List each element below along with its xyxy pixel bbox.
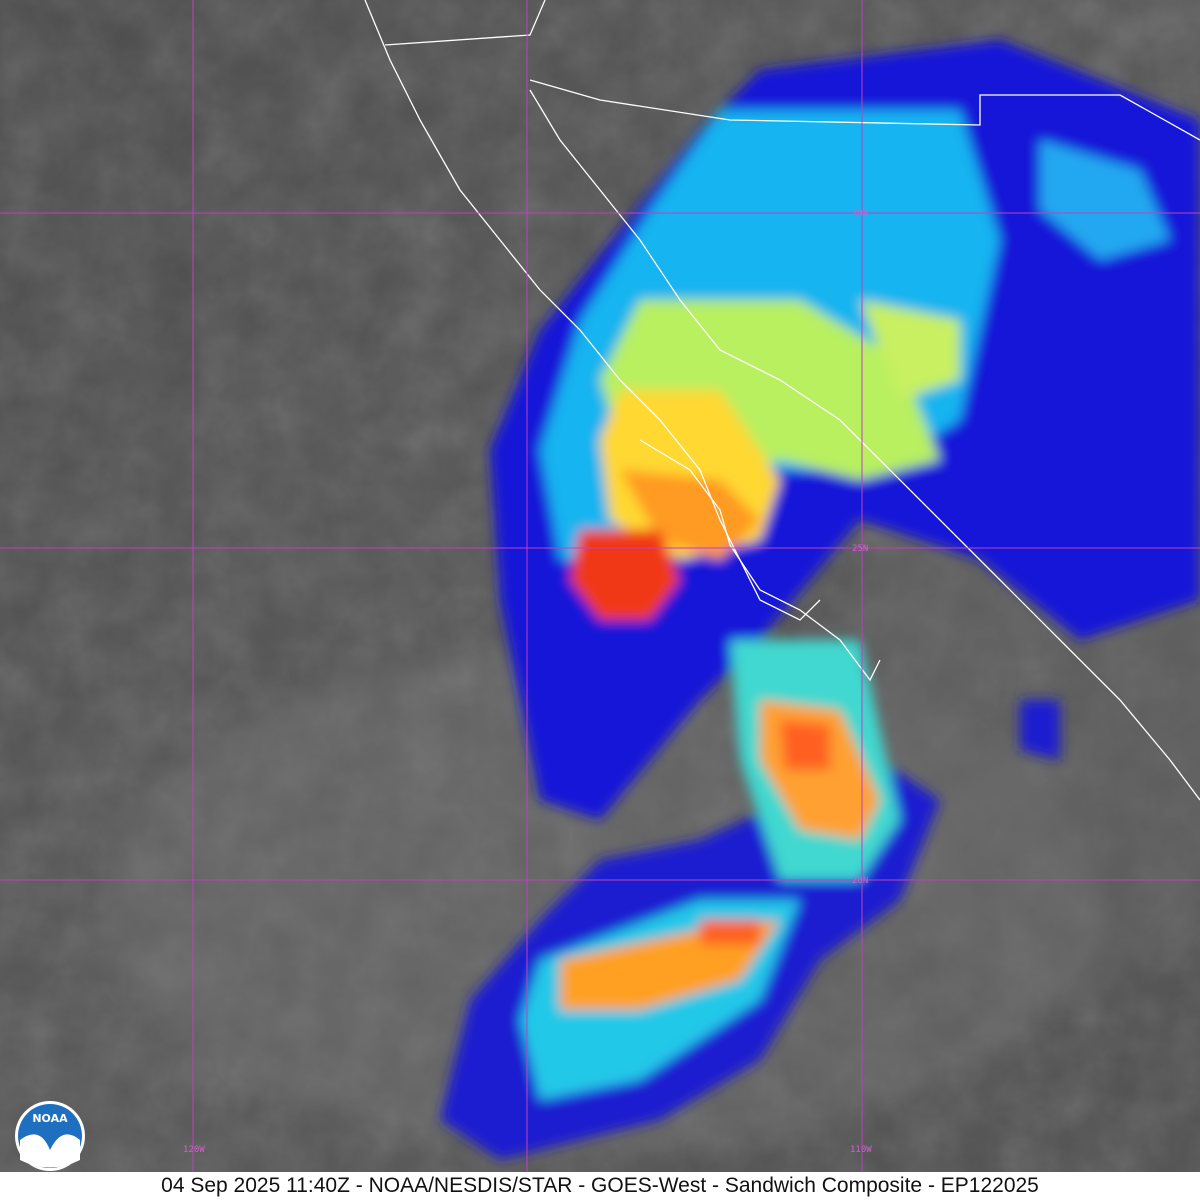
noaa-logo: NOAA — [15, 1101, 85, 1171]
logo-text: NOAA — [32, 1112, 68, 1125]
convection — [440, 40, 1200, 1160]
satellite-image: 120W 110W 30N 25N 20N NOAA — [0, 0, 1200, 1172]
graticule — [0, 0, 1200, 1172]
caption: 04 Sep 2025 11:40Z - NOAA/NESDIS/STAR - … — [0, 1172, 1200, 1200]
grid-label: 120W — [183, 1145, 205, 1155]
grid-label: 25N — [852, 544, 868, 554]
grid-label: 20N — [852, 876, 868, 886]
grid-label: 110W — [850, 1145, 872, 1155]
coastlines — [364, 0, 1200, 801]
grid-label: 30N — [852, 209, 868, 219]
